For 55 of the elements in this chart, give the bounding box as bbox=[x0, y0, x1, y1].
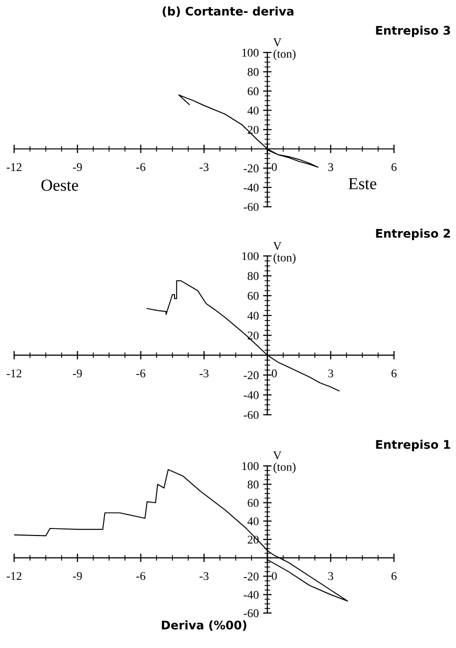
x-tick-label: 6 bbox=[392, 163, 397, 172]
y-tick-label: 80 bbox=[248, 480, 259, 489]
x-tick-label: -9 bbox=[72, 572, 82, 580]
x-tick-label: 3 bbox=[328, 572, 334, 580]
chart-subtitle: Entrepiso 2 bbox=[376, 228, 450, 240]
x-tick-label: -3 bbox=[200, 369, 209, 378]
y-tick-label: 80 bbox=[248, 68, 259, 76]
x-tick-label: 0 bbox=[272, 163, 277, 172]
y-tick-label: 80 bbox=[248, 272, 259, 280]
y-tick-label: 40 bbox=[247, 517, 259, 526]
x-tick-label: -6 bbox=[136, 163, 146, 172]
y-tick-label: -40 bbox=[244, 590, 259, 599]
y-tick-label: -60 bbox=[244, 609, 259, 618]
y-tick-label: 20 bbox=[248, 126, 259, 134]
x-tick-label: -6 bbox=[136, 369, 146, 378]
y-tick-label: -20 bbox=[244, 572, 259, 580]
y-tick-label: -20 bbox=[244, 164, 259, 172]
x-tick-label: -3 bbox=[200, 163, 209, 172]
x-axis-title: Deriva (%00) bbox=[162, 620, 246, 631]
chart-subtitle: Entrepiso 1 bbox=[376, 440, 450, 452]
y-tick-label: 100 bbox=[242, 48, 259, 57]
x-tick-label: -3 bbox=[200, 572, 209, 580]
chart-title: (b) Cortante- deriva bbox=[162, 6, 294, 18]
x-tick-label: 0 bbox=[272, 369, 277, 378]
annotation: Oeste bbox=[41, 180, 78, 191]
x-tick-label: -9 bbox=[72, 369, 82, 378]
x-tick-label: 6 bbox=[392, 369, 397, 378]
y-tick-label: 60 bbox=[248, 498, 259, 507]
x-tick-label: 6 bbox=[392, 572, 397, 580]
y-tick-label: 40 bbox=[247, 106, 259, 115]
y-tick-label: -20 bbox=[244, 371, 259, 380]
annotation: Este bbox=[348, 178, 376, 190]
x-tick-label: -9 bbox=[72, 163, 82, 172]
x-tick-label: 3 bbox=[328, 369, 334, 378]
y-tick-label: 60 bbox=[248, 292, 259, 300]
y-tick-label: -60 bbox=[244, 410, 259, 419]
y-tick-label: 100 bbox=[242, 252, 259, 260]
y-axis-title: V (ton) bbox=[273, 451, 296, 474]
y-tick-label: 20 bbox=[248, 332, 259, 340]
x-tick-label: -6 bbox=[136, 572, 146, 580]
y-tick-label: -40 bbox=[244, 184, 259, 192]
y-tick-label: 40 bbox=[247, 312, 259, 320]
x-tick-label: -12 bbox=[6, 572, 22, 580]
x-tick-label: -12 bbox=[6, 369, 22, 378]
y-tick-label: -40 bbox=[244, 391, 259, 400]
y-tick-label: -60 bbox=[244, 202, 259, 211]
x-tick-label: -12 bbox=[6, 163, 22, 171]
y-tick-label: 20 bbox=[248, 536, 259, 544]
y-axis-title: V (ton) bbox=[273, 38, 296, 60]
x-tick-label: 0 bbox=[272, 572, 277, 580]
x-tick-label: 3 bbox=[328, 163, 334, 172]
y-tick-label: 60 bbox=[248, 87, 259, 96]
y-tick-label: 100 bbox=[242, 462, 259, 470]
chart-subtitle: Entrepiso 3 bbox=[376, 26, 450, 38]
y-axis-title: V (ton) bbox=[273, 242, 296, 264]
